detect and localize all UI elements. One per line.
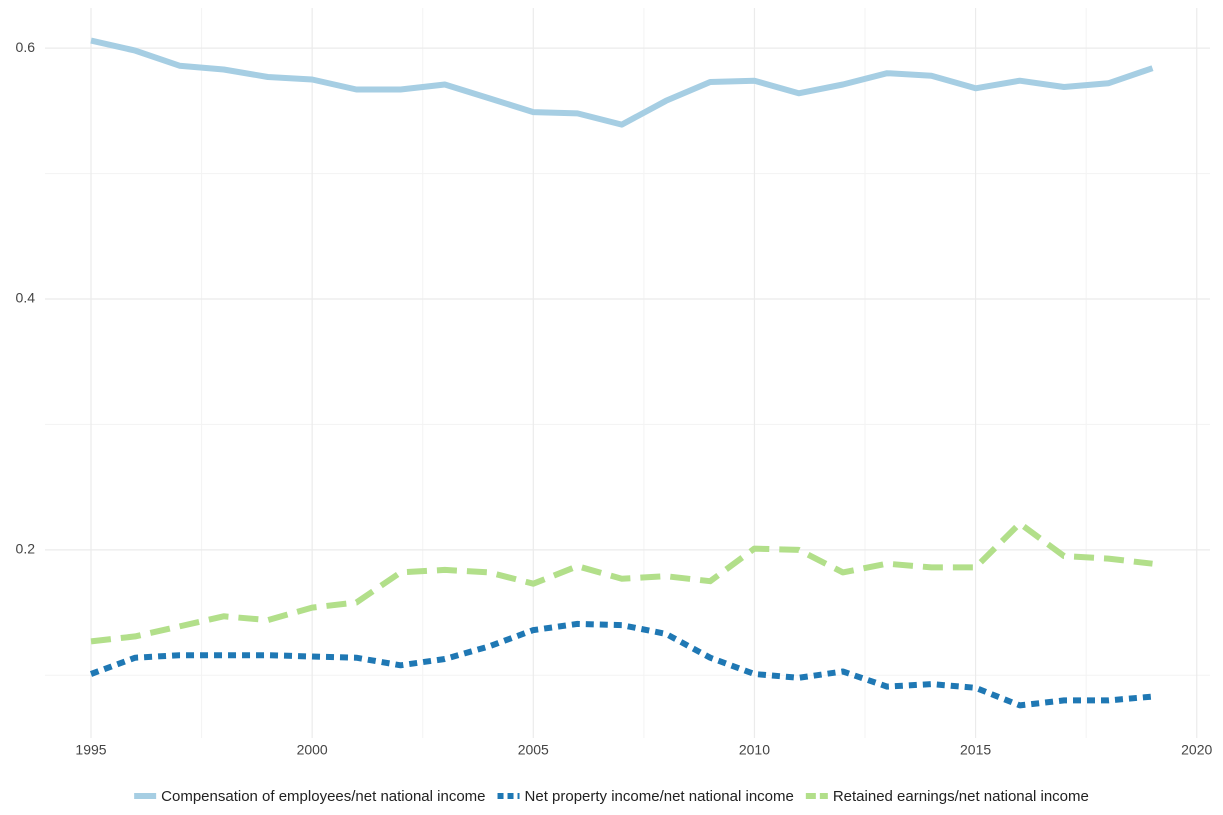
series-line [90,37,1154,128]
series-line [90,520,1153,645]
x-tick-label: 1995 [75,742,106,758]
y-tick-label: 0.6 [16,39,36,55]
x-tick-label: 2015 [960,742,991,758]
legend-label: Retained earnings/net national income [833,788,1089,805]
x-tick-label: 2000 [297,742,328,758]
x-tick-label: 2010 [739,742,770,758]
x-tick-label: 2020 [1181,742,1212,758]
legend: Compensation of employees/net national i… [134,788,1089,805]
legend-label: Net property income/net national income [525,788,794,805]
x-tick-label: 2005 [518,742,549,758]
series-line [89,620,1153,709]
y-tick-label: 0.4 [16,290,36,306]
legend-label: Compensation of employees/net national i… [161,788,485,805]
y-tick-label: 0.2 [16,541,36,557]
